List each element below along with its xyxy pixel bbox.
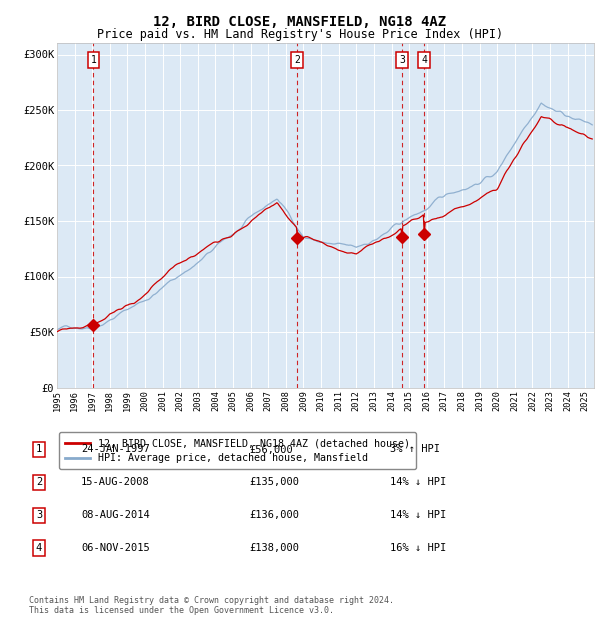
Text: 06-NOV-2015: 06-NOV-2015 — [81, 543, 150, 553]
Text: 2: 2 — [294, 55, 300, 65]
Text: 3: 3 — [399, 55, 405, 65]
Text: 12, BIRD CLOSE, MANSFIELD, NG18 4AZ: 12, BIRD CLOSE, MANSFIELD, NG18 4AZ — [154, 16, 446, 30]
Text: Price paid vs. HM Land Registry's House Price Index (HPI): Price paid vs. HM Land Registry's House … — [97, 28, 503, 41]
Text: £135,000: £135,000 — [249, 477, 299, 487]
Text: 1: 1 — [91, 55, 97, 65]
Legend: 12, BIRD CLOSE, MANSFIELD, NG18 4AZ (detached house), HPI: Average price, detach: 12, BIRD CLOSE, MANSFIELD, NG18 4AZ (det… — [59, 432, 416, 469]
Text: 14% ↓ HPI: 14% ↓ HPI — [390, 477, 446, 487]
Text: 1: 1 — [36, 445, 42, 454]
Text: 3: 3 — [36, 510, 42, 520]
Text: 2: 2 — [36, 477, 42, 487]
Text: 08-AUG-2014: 08-AUG-2014 — [81, 510, 150, 520]
Text: 15-AUG-2008: 15-AUG-2008 — [81, 477, 150, 487]
Text: £56,000: £56,000 — [249, 445, 293, 454]
Text: 24-JAN-1997: 24-JAN-1997 — [81, 445, 150, 454]
Text: 3% ↑ HPI: 3% ↑ HPI — [390, 445, 440, 454]
Text: 4: 4 — [421, 55, 427, 65]
Text: £138,000: £138,000 — [249, 543, 299, 553]
Text: £136,000: £136,000 — [249, 510, 299, 520]
Text: 14% ↓ HPI: 14% ↓ HPI — [390, 510, 446, 520]
Text: Contains HM Land Registry data © Crown copyright and database right 2024.
This d: Contains HM Land Registry data © Crown c… — [29, 596, 394, 615]
Text: 4: 4 — [36, 543, 42, 553]
Text: 16% ↓ HPI: 16% ↓ HPI — [390, 543, 446, 553]
